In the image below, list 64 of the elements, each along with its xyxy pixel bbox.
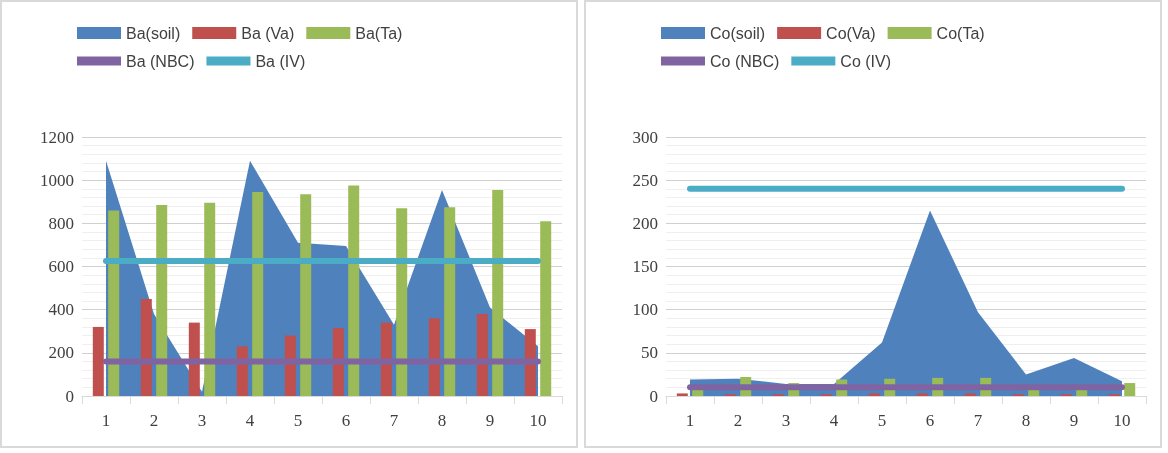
bar [1124, 383, 1136, 396]
y-tick-label: 250 [632, 170, 658, 190]
y-tick-label: 600 [48, 257, 74, 276]
legend-label: Co (IV) [840, 52, 892, 70]
y-tick-label: 0 [65, 386, 74, 406]
x-tick-label: 4 [829, 411, 839, 430]
x-tick-label: 1 [685, 411, 695, 430]
x-tick-label: 2 [149, 411, 159, 430]
bar [252, 192, 264, 396]
y-tick-label: 50 [641, 343, 658, 363]
bar [300, 194, 312, 396]
y-tick-label: 1200 [40, 127, 74, 147]
bar [868, 393, 880, 396]
x-tick-label: 4 [245, 411, 255, 430]
x-tick-label: 6 [341, 411, 351, 430]
x-tick-label: 3 [197, 411, 207, 430]
bar [476, 313, 488, 396]
bar [964, 393, 976, 396]
x-tick-label: 9 [485, 411, 495, 430]
legend-label: Co(Va) [826, 24, 876, 42]
y-tick-label: 100 [632, 300, 658, 320]
bar [428, 318, 440, 396]
x-tick-label: 6 [925, 411, 935, 430]
bar [92, 326, 104, 396]
bar [676, 393, 688, 396]
bar [492, 189, 504, 396]
y-tick-label: 0 [649, 386, 658, 406]
y-tick-label: 150 [632, 257, 658, 276]
bar [140, 298, 152, 396]
x-tick-label: 1 [101, 411, 111, 430]
legend-label: Co(Ta) [936, 24, 985, 42]
x-tick-label: 3 [781, 411, 791, 430]
x-tick-label: 8 [1021, 411, 1031, 430]
x-tick-label: 7 [389, 411, 399, 430]
bar [204, 202, 216, 396]
x-tick-label: 10 [529, 411, 547, 430]
x-tick-label: 9 [1069, 411, 1079, 430]
x-tick-label: 5 [877, 411, 887, 430]
x-tick-label: 10 [1113, 411, 1131, 430]
bar [332, 328, 344, 396]
legend-label: Co(soil) [710, 24, 766, 42]
x-tick-label: 2 [733, 411, 743, 430]
y-tick-label: 800 [48, 213, 74, 233]
legend-label: Ba (NBC) [126, 52, 195, 70]
legend-label: Ba (IV) [255, 52, 306, 70]
bar [348, 185, 360, 396]
legend-label: Ba (Va) [241, 24, 295, 42]
bar [108, 210, 120, 396]
x-tick-label: 8 [437, 411, 447, 430]
bar [916, 393, 928, 396]
y-tick-label: 400 [48, 300, 74, 320]
y-tick-label: 200 [632, 213, 658, 233]
bar [444, 207, 456, 396]
y-tick-label: 1000 [40, 170, 74, 190]
legend-label: Ba(Ta) [355, 24, 403, 42]
bar [540, 221, 552, 396]
bar [156, 204, 168, 396]
x-tick-label: 7 [973, 411, 983, 430]
legend-label: Ba(soil) [126, 24, 181, 42]
bar [396, 208, 408, 396]
y-tick-label: 300 [632, 127, 658, 147]
legend-label: Co (NBC) [710, 52, 780, 70]
x-tick-label: 5 [293, 411, 303, 430]
y-tick-label: 200 [48, 343, 74, 363]
